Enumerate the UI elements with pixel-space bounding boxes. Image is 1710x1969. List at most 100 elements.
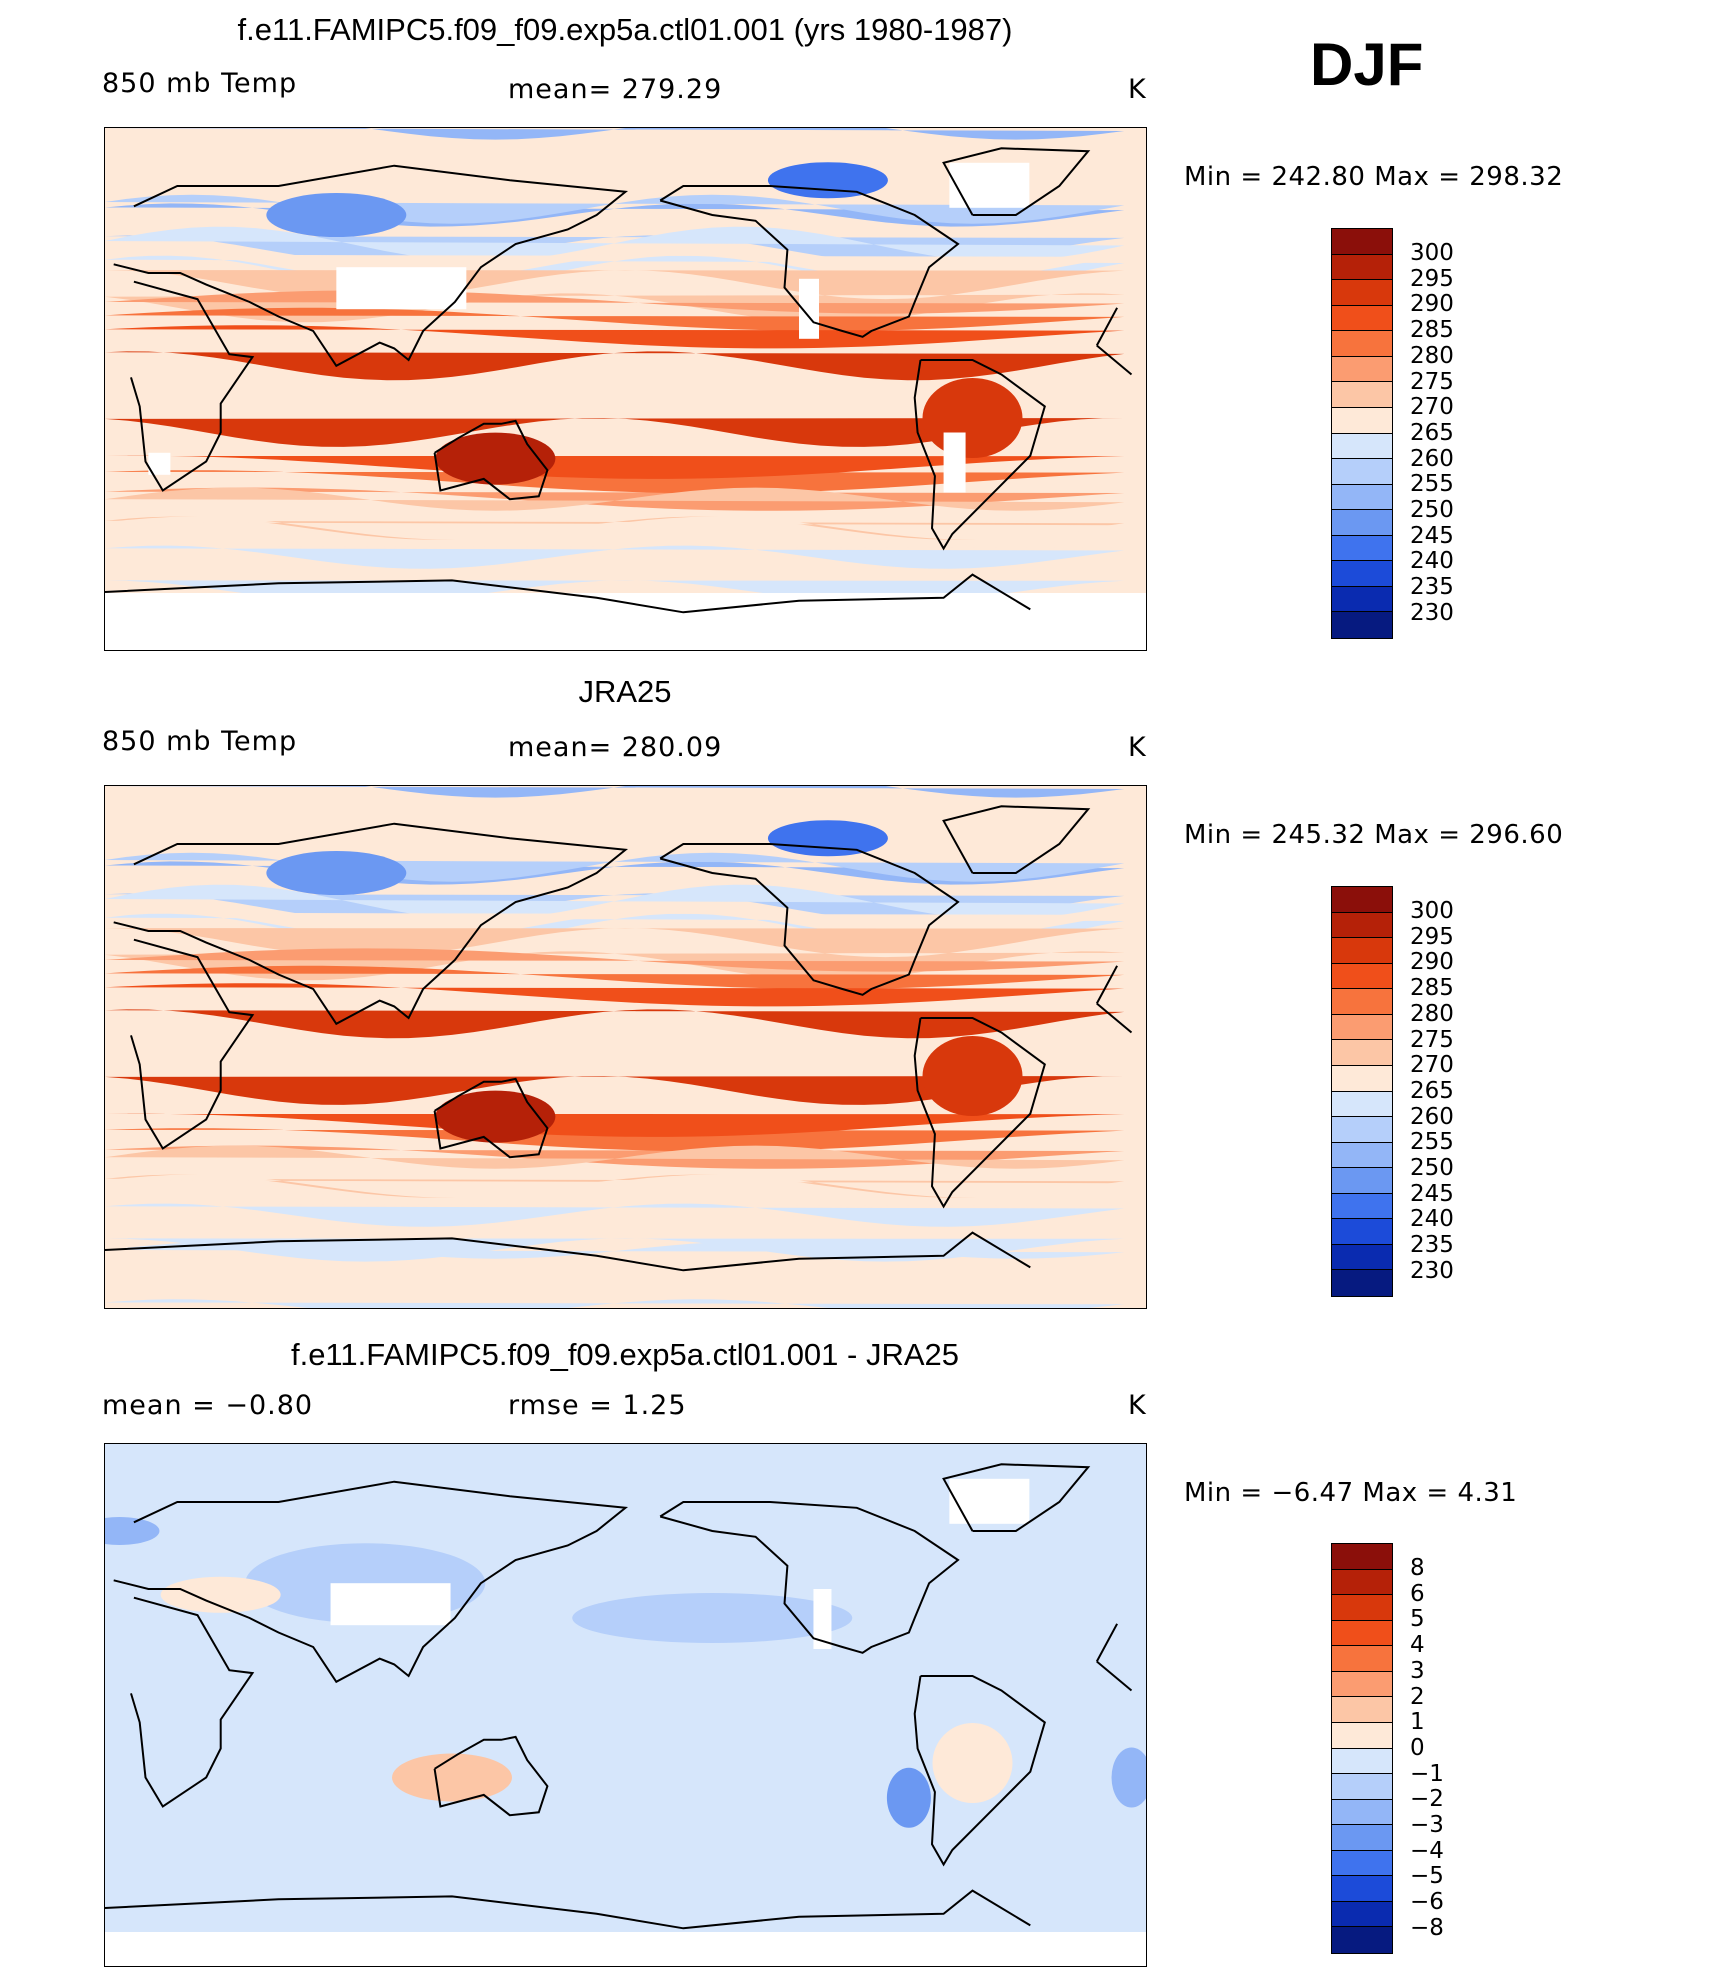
coastline <box>913 1675 1046 1867</box>
colorbar-tick-label: 250 <box>1410 1155 1454 1182</box>
coastline <box>913 1017 1046 1209</box>
warm-core <box>435 432 556 485</box>
contour-band <box>105 351 1125 447</box>
colorbar-swatch <box>1332 1927 1392 1953</box>
colorbar-swatch <box>1332 1014 1392 1041</box>
colorbar-swatch <box>1332 1142 1392 1169</box>
colorbar-tick-label: 230 <box>1410 599 1454 626</box>
missing-data-patch <box>949 1478 1030 1524</box>
colorbar-tick-label: 270 <box>1410 1052 1454 1079</box>
colorbar-swatch <box>1332 1270 1392 1296</box>
panel-title-model: f.e11.FAMIPC5.f09_f09.exp5a.ctl01.001 (y… <box>237 12 1013 47</box>
contour-band <box>105 965 1125 1152</box>
colorbar-swatch <box>1332 1595 1392 1621</box>
colorbar-swatch <box>1332 459 1392 485</box>
colorbar-swatch <box>1332 1117 1392 1143</box>
warm-core <box>435 1090 556 1143</box>
coastline <box>659 185 960 338</box>
colorbar-swatch <box>1332 331 1392 357</box>
colorbar-swatch <box>1332 382 1392 408</box>
colorbar-swatch <box>1332 1646 1392 1672</box>
colorbar-swatch <box>1332 1091 1392 1118</box>
missing-data-patch <box>330 1583 451 1626</box>
contour-band <box>105 307 1125 494</box>
colorbar-swatch <box>1332 612 1392 638</box>
colorbar-tick-label: 280 <box>1410 342 1454 369</box>
colorbar-swatch <box>1332 1697 1392 1723</box>
missing-data-patch <box>949 162 1030 208</box>
colorbar-tick-label: 250 <box>1410 497 1454 524</box>
colorbar-swatch <box>1332 1544 1392 1570</box>
colorbar-tick-label: −5 <box>1410 1863 1444 1890</box>
colorbar-tick-label: 3 <box>1410 1657 1425 1684</box>
colorbar-tick-label: 260 <box>1410 1103 1454 1130</box>
colorbar <box>1331 228 1393 639</box>
coastline <box>659 843 960 996</box>
colorbar-swatch <box>1332 433 1392 460</box>
warm-core <box>922 1036 1023 1116</box>
cold-core <box>767 162 888 199</box>
coastline <box>942 147 1091 216</box>
colorbar-swatch <box>1332 1168 1392 1194</box>
cold-core <box>266 851 407 895</box>
coastline <box>130 280 1133 492</box>
coastline <box>105 1231 1031 1272</box>
colorbar-tick-label: −4 <box>1410 1837 1444 1864</box>
map-panel-diff <box>104 1443 1147 1967</box>
colorbar-tick-label: 260 <box>1410 445 1454 472</box>
colorbar-tick-label: 2 <box>1410 1683 1425 1710</box>
missing-data-patch <box>148 452 171 475</box>
anomaly <box>886 1767 931 1828</box>
panel-title-obs: JRA25 <box>578 674 672 709</box>
panel-units-label: K <box>1128 1390 1147 1421</box>
panel-minmax: Min = −6.47 Max = 4.31 <box>1184 1478 1518 1508</box>
panel-left-label: 850 mb Temp <box>102 726 298 757</box>
colorbar-tick-label: 265 <box>1410 1077 1454 1104</box>
panel-units-label: K <box>1128 74 1147 105</box>
missing-data-antarctica <box>105 1932 1146 1966</box>
panel-mean-label: mean= 280.09 <box>508 732 723 763</box>
colorbar-swatch <box>1332 1722 1392 1749</box>
map-panel-obs <box>104 785 1147 1309</box>
colorbar-swatch <box>1332 1671 1392 1698</box>
season-label: DJF <box>1310 31 1424 98</box>
coastline <box>433 419 549 501</box>
panel-mean-label: mean = −0.80 <box>102 1390 314 1421</box>
colorbar-tick-label: 295 <box>1410 923 1454 950</box>
anomaly <box>105 1517 160 1545</box>
colorbar-swatch <box>1332 1620 1392 1647</box>
panel-units-label: K <box>1128 732 1147 763</box>
anomaly <box>932 1723 1013 1803</box>
contour-band <box>105 1241 1125 1308</box>
missing-data-antarctica <box>105 593 1146 650</box>
colorbar-tick-label: 8 <box>1410 1555 1425 1581</box>
colorbar-swatch <box>1332 989 1392 1015</box>
colorbar-tick-labels: 300 295 290 285 280 275 270 265 260 255 250 245 240 2… <box>1410 240 1454 627</box>
colorbar-swatch <box>1332 1193 1392 1220</box>
coastline <box>659 1501 960 1654</box>
colorbar-swatch <box>1332 1799 1392 1826</box>
colorbar-swatch <box>1332 1065 1392 1092</box>
colorbar-tick-label: 1 <box>1410 1709 1425 1736</box>
coastline <box>130 1596 1133 1808</box>
colorbar-swatch <box>1332 407 1392 434</box>
colorbar-swatch <box>1332 938 1392 964</box>
colorbar-tick-label: 300 <box>1410 898 1454 924</box>
colorbar-swatch <box>1332 1825 1392 1851</box>
missing-data-patch <box>799 278 819 339</box>
contour-band <box>105 545 1125 604</box>
colorbar-tick-label: 255 <box>1410 471 1454 498</box>
colorbar-swatch <box>1332 305 1392 332</box>
anomaly <box>160 1576 281 1613</box>
panel-minmax: Min = 245.32 Max = 296.60 <box>1184 820 1564 850</box>
coastline <box>942 805 1091 874</box>
coastline <box>433 1077 549 1159</box>
coastline <box>105 573 1031 614</box>
colorbar-swatch <box>1332 280 1392 306</box>
panel-minmax: Min = 242.80 Max = 298.32 <box>1184 162 1564 192</box>
colorbar <box>1331 1543 1393 1954</box>
colorbar-swatch <box>1332 561 1392 587</box>
missing-data-patch <box>336 267 467 310</box>
colorbar-swatch <box>1332 1850 1392 1877</box>
colorbar-swatch <box>1332 1244 1392 1271</box>
